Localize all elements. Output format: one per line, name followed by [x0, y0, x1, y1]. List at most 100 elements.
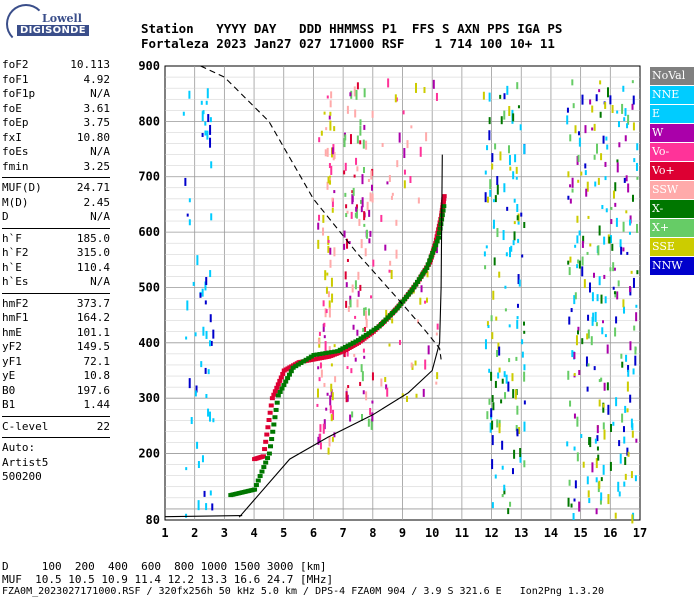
- echo-point: [597, 454, 600, 461]
- echo-point: [330, 277, 333, 287]
- echo-point: [627, 114, 630, 125]
- echo-point: [614, 512, 617, 519]
- echo-point: [323, 382, 326, 387]
- echo-point: [567, 370, 570, 380]
- x-tick-label: 17: [633, 526, 647, 540]
- header-values: Fortaleza 2023 Jan27 027 171000 RSF 1 71…: [141, 36, 555, 51]
- echo-point: [498, 271, 501, 278]
- echo-point: [567, 260, 570, 265]
- echo-point: [327, 176, 330, 184]
- echo-point: [403, 169, 406, 175]
- echo-point: [570, 503, 573, 508]
- param-value: 10.80: [76, 130, 110, 144]
- echo-point: [623, 481, 626, 487]
- echo-point: [489, 422, 492, 433]
- param-row: foF1p N/A: [2, 87, 110, 102]
- trace-point: [263, 439, 269, 444]
- echo-point: [523, 460, 526, 468]
- trace-point: [366, 331, 372, 336]
- echo-point: [604, 161, 607, 167]
- echo-point: [331, 147, 334, 155]
- echo-point: [186, 213, 189, 217]
- echo-point: [508, 155, 511, 166]
- echo-point: [507, 381, 510, 392]
- echo-point: [504, 392, 507, 400]
- echo-point: [576, 235, 579, 244]
- echo-point: [625, 354, 628, 362]
- echo-point: [501, 494, 504, 498]
- echo-point: [621, 103, 624, 114]
- echo-point: [496, 419, 499, 428]
- echo-point: [602, 464, 605, 475]
- echo-point: [365, 310, 368, 320]
- echo-point: [616, 110, 619, 114]
- echo-point: [361, 371, 364, 382]
- echo-point: [365, 140, 368, 150]
- echo-point: [610, 235, 613, 244]
- echo-point: [503, 110, 506, 120]
- trace-point: [295, 362, 301, 367]
- param-name: MUF(D): [2, 181, 42, 194]
- echo-point: [363, 124, 366, 130]
- echo-point: [606, 382, 609, 391]
- echo-point: [346, 238, 349, 249]
- echo-point: [494, 474, 497, 479]
- echo-point: [587, 490, 590, 498]
- echo-point: [333, 432, 336, 438]
- trace-point: [298, 360, 304, 365]
- parameter-panel: foF2 10.113 foF1 4.92 foF1p N/A foE 3.61 foEp 3.7…: [2, 58, 110, 485]
- echo-point: [329, 395, 332, 406]
- param-row: M(D) 2.45: [2, 196, 110, 211]
- echo-point: [627, 369, 630, 377]
- x-tick-label: 11: [455, 526, 469, 540]
- echo-point: [365, 229, 368, 239]
- echo-point: [316, 403, 319, 407]
- trace-point: [272, 389, 278, 394]
- echo-point: [521, 254, 524, 258]
- param-value: 197.6: [76, 383, 110, 397]
- trace-point: [335, 349, 341, 354]
- echo-point: [197, 461, 200, 469]
- echo-point: [318, 377, 321, 382]
- echo-point: [209, 137, 212, 148]
- echo-point: [600, 294, 603, 304]
- echo-point: [496, 175, 499, 185]
- echo-point: [631, 194, 634, 202]
- echo-point: [500, 116, 503, 125]
- echo-point: [591, 105, 594, 113]
- echo-point: [388, 269, 391, 273]
- echo-point: [196, 255, 199, 266]
- echo-point: [595, 322, 598, 327]
- trace-point: [413, 282, 419, 287]
- echo-point: [600, 492, 603, 501]
- trace-point: [348, 342, 354, 347]
- echo-point: [320, 130, 323, 136]
- echo-point: [635, 312, 638, 322]
- param-row: yE 10.8: [2, 369, 110, 384]
- echo-point: [317, 222, 320, 230]
- legend-item: NNE: [650, 86, 694, 104]
- echo-point: [489, 179, 492, 190]
- trace-point: [439, 213, 445, 218]
- echo-point: [570, 308, 573, 313]
- polarization-legend: NoVal NNE E W Vo- Vo+ SSW X- X+ SSE NNW: [650, 67, 694, 276]
- echo-point: [604, 334, 607, 338]
- echo-point: [572, 103, 575, 109]
- param-name: fxI: [2, 130, 22, 144]
- echo-point: [511, 468, 514, 475]
- echo-point: [352, 324, 355, 330]
- echo-point: [196, 441, 199, 449]
- x-tick-label: 5: [280, 526, 287, 540]
- echo-point: [523, 330, 526, 334]
- echo-point: [496, 184, 499, 195]
- muf-row: MUF 10.5 10.5 10.9 11.4 12.2 13.3 16.6 2…: [2, 573, 334, 586]
- echo-point: [517, 105, 520, 109]
- echo-point: [589, 243, 592, 247]
- echo-point: [626, 123, 629, 129]
- echo-point: [635, 438, 638, 443]
- echo-point: [488, 398, 491, 405]
- echo-point: [492, 290, 495, 300]
- param-name: h`F2: [2, 246, 29, 259]
- echo-point: [419, 297, 422, 305]
